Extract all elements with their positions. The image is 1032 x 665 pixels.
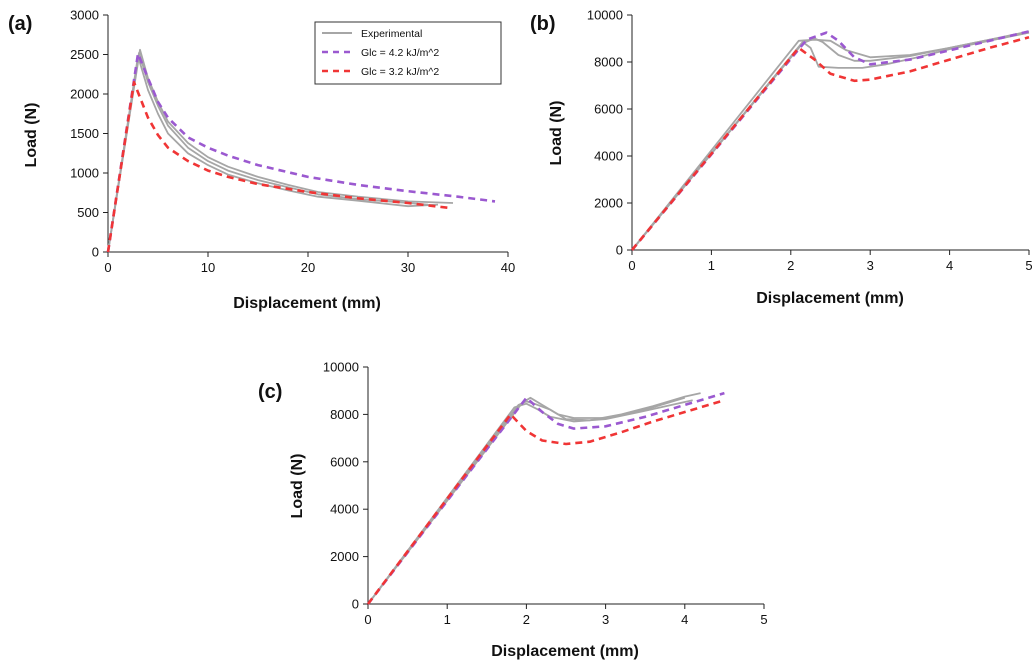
x-tick-label: 3: [602, 612, 609, 627]
y-tick-label: 2500: [70, 47, 99, 62]
x-tick-label: 5: [760, 612, 767, 627]
panel-label: (c): [258, 381, 282, 403]
legend-label-glc-32: Glc = 3.2 kJ/m^2: [361, 66, 439, 78]
x-tick-label: 30: [401, 260, 415, 275]
y-tick-labels: 0 2000 4000 6000 8000 10000: [323, 360, 359, 612]
y-tick-label: 1000: [70, 166, 99, 181]
x-tick-label: 4: [681, 612, 688, 627]
x-axis-title: Displacement (mm): [756, 290, 904, 307]
y-tick-label: 0: [616, 243, 623, 258]
series-line-glc-3-2-kj-m-2: [106, 80, 449, 253]
panel-label: (a): [8, 13, 32, 35]
x-tick-label: 2: [523, 612, 530, 627]
x-tick-label: 4: [946, 258, 953, 273]
x-tick-label: 0: [364, 612, 371, 627]
legend-label-glc-42: Glc = 4.2 kJ/m^2: [361, 47, 439, 59]
y-axis-title: Load (N): [23, 103, 40, 168]
y-tick-label: 0: [352, 597, 359, 612]
y-tick-label: 2000: [330, 549, 359, 564]
y-tick-label: 500: [77, 205, 99, 220]
legend: Experimental Glc = 4.2 kJ/m^2 Glc = 3.2 …: [314, 21, 502, 85]
y-tick-label: 6000: [330, 454, 359, 469]
series-line-experimental: [631, 31, 1030, 251]
x-axis-title: Displacement (mm): [491, 643, 639, 660]
plot-area: [363, 366, 765, 609]
y-tick-label: 4000: [594, 149, 623, 164]
x-tick-label: 10: [201, 260, 215, 275]
y-tick-label: 1500: [70, 126, 99, 141]
y-tick-label: 6000: [594, 102, 623, 117]
x-tick-label: 40: [501, 260, 515, 275]
x-tick-label: 1: [444, 612, 451, 627]
x-axis-title: Displacement (mm): [233, 295, 381, 312]
y-tick-label: 3000: [70, 8, 99, 23]
x-tick-label: 0: [104, 260, 111, 275]
y-tick-label: 4000: [330, 502, 359, 517]
series-line-experimental: [367, 396, 686, 605]
x-tick-label: 1: [708, 258, 715, 273]
y-tick-label: 2000: [594, 196, 623, 211]
y-tick-label: 8000: [594, 55, 623, 70]
y-tick-label: 8000: [330, 407, 359, 422]
panel-label: (b): [530, 13, 556, 35]
series-line-glc-3-2-kj-m-2: [630, 36, 1030, 251]
x-tick-labels: 0 10 20 30 40: [104, 260, 515, 275]
y-axis-title: Load (N): [548, 101, 565, 166]
series-line-glc-3-2-kj-m-2: [366, 398, 725, 605]
series-line-experimental: [631, 31, 1030, 251]
x-tick-labels: 0 1 2 3 4 5: [364, 612, 767, 627]
series-line-experimental: [367, 392, 701, 605]
plot-area: [103, 14, 509, 257]
x-tick-label: 5: [1025, 258, 1032, 273]
x-tick-label: 3: [867, 258, 874, 273]
x-tick-label: 2: [787, 258, 794, 273]
y-tick-label: 2000: [70, 87, 99, 102]
panel-c: (c) 0 1 2 3 4 5 0 2000 4000 6000 8000 10000 Displa…: [258, 360, 768, 661]
panel-a: (a) 0 10 20 30 40 0 500 1000 1500 2000 2500 3000 D…: [8, 8, 515, 313]
y-tick-label: 10000: [323, 360, 359, 375]
plot-area: [627, 14, 1030, 255]
y-axis-title: Load (N): [289, 454, 306, 519]
series-line-glc-4-2-kj-m-2: [366, 391, 725, 605]
y-tick-label: 10000: [587, 8, 623, 23]
series-line-experimental: [631, 30, 1030, 251]
series-line-experimental: [107, 55, 439, 253]
x-tick-label: 0: [628, 258, 635, 273]
x-tick-labels: 0 1 2 3 4 5: [628, 258, 1032, 273]
x-tick-label: 20: [301, 260, 315, 275]
panel-b: (b) 0 1 2 3 4 5 0 2000 4000 6000 8000 10000 Displa…: [530, 8, 1032, 308]
y-tick-labels: 0 500 1000 1500 2000 2500 3000: [70, 8, 99, 260]
legend-label-experimental: Experimental: [361, 28, 422, 40]
series-line-glc-4-2-kj-m-2: [106, 52, 496, 253]
series-line-glc-4-2-kj-m-2: [631, 30, 1030, 251]
series-line-experimental: [367, 399, 693, 605]
y-tick-label: 0: [92, 245, 99, 260]
y-tick-labels: 0 2000 4000 6000 8000 10000: [587, 8, 623, 258]
